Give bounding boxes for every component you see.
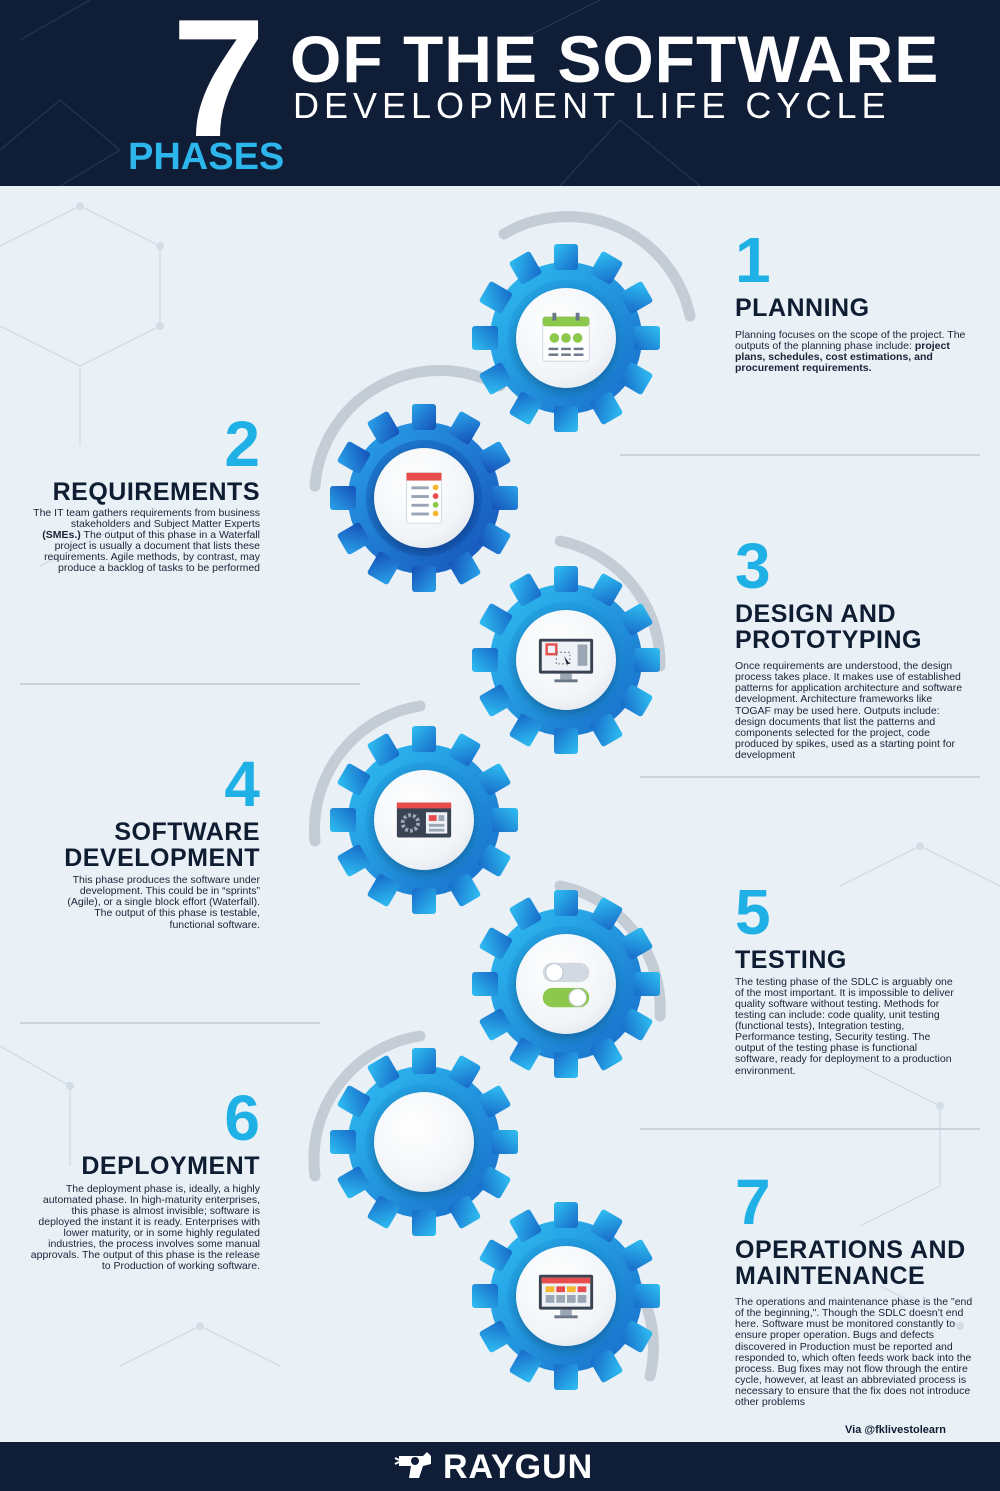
phase-6-number: 6 bbox=[224, 1082, 260, 1154]
gear-6-hub bbox=[374, 1092, 474, 1192]
phase-1-description: Planning focuses on the scope of the pro… bbox=[735, 328, 975, 375]
phase-3: 3 DESIGN AND PROTOTYPING Once requiremen… bbox=[735, 534, 965, 761]
header-phases-label: PHASES bbox=[128, 136, 285, 178]
phase-2-text-after: The output of this phase in a Waterfall … bbox=[44, 528, 260, 575]
phase-1-text-bold: project plans, schedules, cost estimatio… bbox=[735, 339, 950, 374]
header-decoration bbox=[0, 0, 701, 186]
phase-4-title-line2: DEVELOPMENT bbox=[64, 843, 260, 872]
gear-4 bbox=[324, 720, 524, 920]
header-title: OF THE SOFTWARE bbox=[290, 22, 940, 96]
phase-1-text: Planning focuses on the scope of the pro… bbox=[735, 328, 966, 352]
gear-6 bbox=[324, 1042, 524, 1242]
phase-7-title-line2: MAINTENANCE bbox=[735, 1261, 926, 1290]
gear-7 bbox=[466, 1196, 666, 1396]
divider-5 bbox=[640, 1128, 980, 1130]
gear-2-hub bbox=[374, 448, 474, 548]
gear-3-hub bbox=[516, 610, 616, 710]
header-number: 7 bbox=[172, 0, 265, 172]
gear-1 bbox=[466, 238, 666, 438]
phase-2-text: The IT team gathers requirements from bu… bbox=[33, 506, 260, 530]
phase-7: 7 OPERATIONS AND MAINTENANCE The operati… bbox=[735, 1170, 975, 1408]
phase-5-description: The testing phase of the SDLC is arguabl… bbox=[735, 975, 954, 1077]
phase-5-number: 5 bbox=[735, 876, 771, 948]
phase-2-number: 2 bbox=[224, 408, 260, 480]
divider-3 bbox=[640, 776, 980, 778]
phase-6-title: DEPLOYMENT bbox=[81, 1152, 260, 1180]
raygun-logo-text: RAYGUN bbox=[443, 1448, 594, 1486]
phase-2-text-bold: (SMEs.) bbox=[42, 528, 81, 541]
phase-3-title-line2: PROTOTYPING bbox=[735, 625, 923, 654]
gear-7-hub bbox=[516, 1246, 616, 1346]
requirements-document-icon bbox=[406, 472, 442, 524]
phase-4-description: This phase produces the software under d… bbox=[67, 874, 260, 931]
phase-2-title: REQUIREMENTS bbox=[52, 478, 260, 506]
footer-bar bbox=[0, 1442, 1000, 1491]
credit-text: Via @fklivestolearn bbox=[845, 1424, 947, 1436]
phase-7-title-line1: OPERATIONS AND bbox=[735, 1236, 966, 1264]
design-monitor-icon bbox=[538, 638, 594, 683]
background-network bbox=[0, 202, 1000, 1367]
phase-4-title-line1: SOFTWARE bbox=[114, 818, 260, 846]
phase-3-description: Once requirements are understood, the de… bbox=[735, 660, 963, 761]
divider-2 bbox=[20, 683, 360, 685]
divider-1 bbox=[620, 454, 980, 456]
phase-1: 1 PLANNING Planning focuses on the scope… bbox=[735, 228, 975, 374]
phase-1-number: 1 bbox=[735, 224, 771, 296]
divider-4 bbox=[20, 1022, 320, 1024]
phase-6-description: The deployment phase is, ideally, a high… bbox=[30, 1182, 260, 1273]
header-subtitle: DEVELOPMENT LIFE CYCLE bbox=[293, 85, 891, 126]
phase-4: 4 SOFTWARE DEVELOPMENT This phase produc… bbox=[50, 752, 260, 931]
phase-5-title: TESTING bbox=[735, 946, 847, 974]
gear-4-hub bbox=[374, 770, 474, 870]
raygun-logo-icon bbox=[394, 1452, 431, 1478]
phase-6: 6 DEPLOYMENT The deployment phase is, id… bbox=[30, 1086, 260, 1273]
dashboard-monitor-icon bbox=[538, 1274, 594, 1319]
raygun-logo[interactable]: RAYGUN bbox=[393, 1448, 593, 1486]
development-window-icon bbox=[396, 802, 452, 838]
phase-7-number: 7 bbox=[735, 1166, 771, 1238]
gear-chain bbox=[0, 186, 1000, 1442]
phase-1-title: PLANNING bbox=[735, 294, 870, 322]
header-banner: 7 OF THE SOFTWARE DEVELOPMENT LIFE CYCLE… bbox=[0, 0, 1000, 186]
phase-7-description: The operations and maintenance phase is … bbox=[735, 1296, 973, 1409]
phase-4-number: 4 bbox=[224, 748, 260, 820]
phase-3-title-line1: DESIGN AND bbox=[735, 600, 897, 628]
gear-1-hub bbox=[516, 288, 616, 388]
phase-2-description: The IT team gathers requirements from bu… bbox=[30, 506, 260, 575]
calendar-checklist-icon bbox=[542, 312, 590, 362]
gear-3 bbox=[466, 560, 666, 760]
gear-5-hub bbox=[516, 934, 616, 1034]
gear-5 bbox=[466, 884, 666, 1084]
phase-5: 5 TESTING The testing phase of the SDLC … bbox=[735, 880, 960, 1077]
phase-3-number: 3 bbox=[735, 530, 771, 602]
gear-2 bbox=[324, 398, 524, 598]
toggle-switches-icon bbox=[542, 962, 590, 1008]
phase-2: 2 REQUIREMENTS The IT team gathers requi… bbox=[30, 412, 260, 574]
